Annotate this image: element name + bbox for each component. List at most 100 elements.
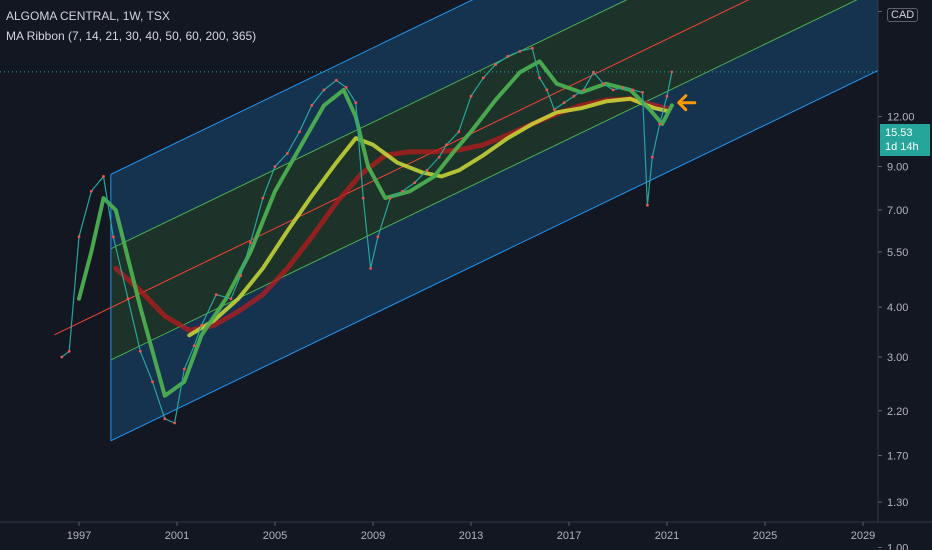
price-point xyxy=(322,88,326,92)
chart-annotations xyxy=(677,94,697,112)
price-point xyxy=(285,152,289,155)
x-tick-label: 2021 xyxy=(655,530,679,542)
price-point xyxy=(298,130,301,134)
price-point xyxy=(273,165,277,168)
price-point xyxy=(102,175,105,178)
price-point xyxy=(658,122,662,126)
x-tick-label: 2013 xyxy=(459,530,483,542)
x-tick-label: 2005 xyxy=(263,530,287,542)
channel-outer-lower-band xyxy=(110,0,888,441)
price-point xyxy=(621,86,625,89)
price-point xyxy=(670,70,674,74)
y-tick-label: 1.00 xyxy=(887,542,908,550)
price-point xyxy=(641,91,644,94)
price-point xyxy=(126,297,130,301)
currency-button[interactable]: CAD xyxy=(887,8,919,22)
price-point xyxy=(437,155,441,159)
channel-inner-upper-line xyxy=(110,0,628,250)
price-point xyxy=(192,344,196,348)
last-price-tag: 15.53 1d 14h xyxy=(880,124,930,156)
price-point xyxy=(376,235,380,239)
price-axis-background xyxy=(878,0,932,550)
price-point xyxy=(413,181,417,185)
price-point xyxy=(229,297,233,301)
channel-outer-lower-line xyxy=(110,65,888,442)
price-point xyxy=(631,88,635,92)
x-tick-label: 2001 xyxy=(165,530,189,542)
y-tick-label: 9.00 xyxy=(887,162,908,174)
price-point xyxy=(111,235,115,239)
y-tick-label: 5.50 xyxy=(887,247,908,259)
price-point xyxy=(138,349,142,353)
channel-fills xyxy=(110,0,888,441)
y-tick-label: 12.00 xyxy=(887,112,915,124)
price-point xyxy=(425,169,429,172)
price-point xyxy=(650,155,654,159)
price-line-series xyxy=(61,47,673,424)
y-tick-label: 3.00 xyxy=(887,352,908,364)
last-price-value: 15.53 xyxy=(885,127,913,139)
price-point xyxy=(388,196,392,200)
price-point xyxy=(334,78,338,82)
price-point xyxy=(601,82,605,86)
price-point xyxy=(545,88,549,92)
price-point xyxy=(214,293,218,296)
price-point xyxy=(173,421,177,425)
price-point xyxy=(163,417,167,421)
annotation-arrow xyxy=(677,94,697,112)
price-point xyxy=(249,241,252,245)
price-point xyxy=(239,274,243,277)
y-tick-label: 7.00 xyxy=(887,205,908,217)
price-point xyxy=(530,46,534,50)
price-point xyxy=(369,267,372,270)
price-point xyxy=(469,94,473,98)
time-axis-background xyxy=(0,522,932,550)
price-point xyxy=(582,88,586,92)
x-tick-label: 1997 xyxy=(67,530,91,542)
chart-title: ALGOMA CENTRAL, 1W, TSX xyxy=(6,9,170,23)
price-point xyxy=(646,203,649,207)
price-point xyxy=(457,130,461,134)
price-point xyxy=(151,380,154,384)
price-point xyxy=(354,101,358,105)
x-tick-label: 2029 xyxy=(851,530,875,542)
price-point xyxy=(361,196,365,200)
price-point xyxy=(665,94,669,98)
price-point xyxy=(562,101,566,105)
price-point xyxy=(67,349,71,353)
y-tick-label: 1.70 xyxy=(887,450,908,462)
price-point xyxy=(445,143,448,147)
price-point xyxy=(89,189,93,193)
ma-200-line xyxy=(187,96,669,338)
chart-series xyxy=(60,46,674,425)
price-point xyxy=(538,76,541,80)
price-point xyxy=(506,54,510,58)
price-point xyxy=(611,88,615,92)
price-point xyxy=(60,355,64,359)
channel-outer-upper-line xyxy=(110,0,474,175)
price-point xyxy=(344,86,348,89)
price-point xyxy=(77,235,81,239)
price-point xyxy=(182,367,186,371)
price-point xyxy=(310,104,314,107)
x-tick-label: 2009 xyxy=(361,530,385,542)
price-point xyxy=(200,324,203,327)
y-tick-label: 2.20 xyxy=(887,406,908,418)
y-tick-label: 1.30 xyxy=(887,497,908,509)
ma-fast-line xyxy=(77,59,674,398)
x-tick-label: 2017 xyxy=(557,530,581,542)
indicator-legend: MA Ribbon (7, 14, 21, 30, 40, 50, 60, 20… xyxy=(6,29,257,43)
x-tick-label: 2025 xyxy=(753,530,777,542)
price-point xyxy=(261,196,265,200)
bar-countdown: 1d 14h xyxy=(885,141,919,153)
price-point xyxy=(552,108,556,111)
price-point xyxy=(481,76,485,80)
price-point xyxy=(494,63,497,66)
price-point xyxy=(572,94,576,98)
price-point xyxy=(401,189,404,193)
price-point xyxy=(518,49,522,53)
y-tick-label: 4.00 xyxy=(887,302,908,314)
